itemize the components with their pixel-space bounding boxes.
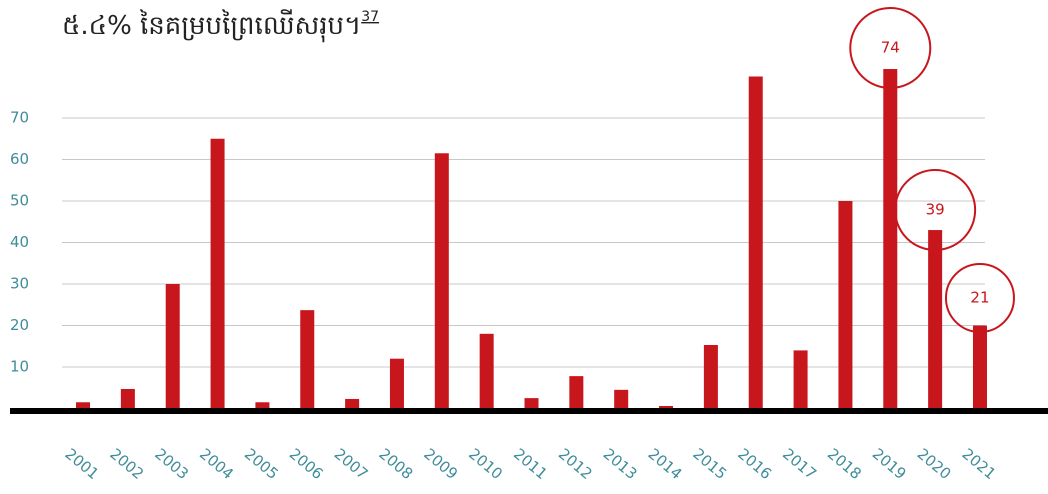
x-tick-label: 2016 <box>734 445 775 483</box>
bar <box>434 153 449 409</box>
x-tick-label: 2018 <box>824 445 865 483</box>
bar <box>703 345 718 409</box>
bar <box>479 333 494 409</box>
bar <box>165 284 180 409</box>
bar <box>569 376 584 409</box>
annotation-circle <box>944 263 1015 333</box>
x-tick-label: 2015 <box>689 445 730 483</box>
bar <box>120 388 135 409</box>
x-tick-label: 2004 <box>196 445 237 483</box>
annotation-label: 74 <box>881 39 900 57</box>
x-tick-label: 2020 <box>914 445 955 483</box>
annotation-label: 39 <box>926 201 945 219</box>
y-tick-label: 40 <box>10 233 29 251</box>
bar <box>255 402 270 409</box>
x-tick-label: 2002 <box>106 445 147 483</box>
x-tick-label: 2007 <box>331 445 372 483</box>
x-tick-label: 2010 <box>465 445 506 483</box>
x-tick-label: 2014 <box>645 445 686 483</box>
x-tick-label: 2008 <box>375 445 416 483</box>
bar <box>928 230 943 409</box>
y-tick-label: 70 <box>10 109 29 127</box>
x-tick-label: 2006 <box>286 445 327 483</box>
annotation-circle <box>894 169 977 251</box>
bar <box>972 325 987 409</box>
x-tick-label: 2011 <box>510 445 551 483</box>
annotation-label: 21 <box>970 289 989 307</box>
x-tick-label: 2013 <box>600 445 641 483</box>
y-tick-label: 20 <box>10 316 29 334</box>
bar <box>389 358 404 409</box>
x-tick-label: 2019 <box>869 445 910 483</box>
y-tick-label: 10 <box>10 358 29 376</box>
y-tick-label: 60 <box>10 150 29 168</box>
annotation-circle <box>849 7 932 89</box>
bar <box>76 402 91 409</box>
bar <box>345 398 360 409</box>
x-tick-label: 2003 <box>151 445 192 483</box>
x-tick-label: 2005 <box>241 445 282 483</box>
bar <box>524 398 539 409</box>
bar <box>793 350 808 409</box>
x-tick-label: 2001 <box>62 445 103 483</box>
bar <box>614 389 629 409</box>
chart-title: ៥.៤% នៃគម្របព្រៃឈើសរុប។37 <box>62 9 379 43</box>
y-tick-label: 30 <box>10 275 29 293</box>
title-footnote: 37 <box>361 9 379 25</box>
bar <box>300 310 315 409</box>
bar <box>838 201 853 409</box>
title-text: ៥.៤% នៃគម្របព្រៃឈើសរុប។ <box>62 9 361 43</box>
bar <box>883 69 898 409</box>
x-tick-label: 2017 <box>779 445 820 483</box>
x-tick-label: 2012 <box>555 445 596 483</box>
bar <box>748 76 763 409</box>
x-tick-label: 2009 <box>420 445 461 483</box>
x-tick-label: 2021 <box>959 445 1000 483</box>
bar <box>210 138 225 409</box>
bar <box>659 406 674 409</box>
y-tick-label: 50 <box>10 192 29 210</box>
